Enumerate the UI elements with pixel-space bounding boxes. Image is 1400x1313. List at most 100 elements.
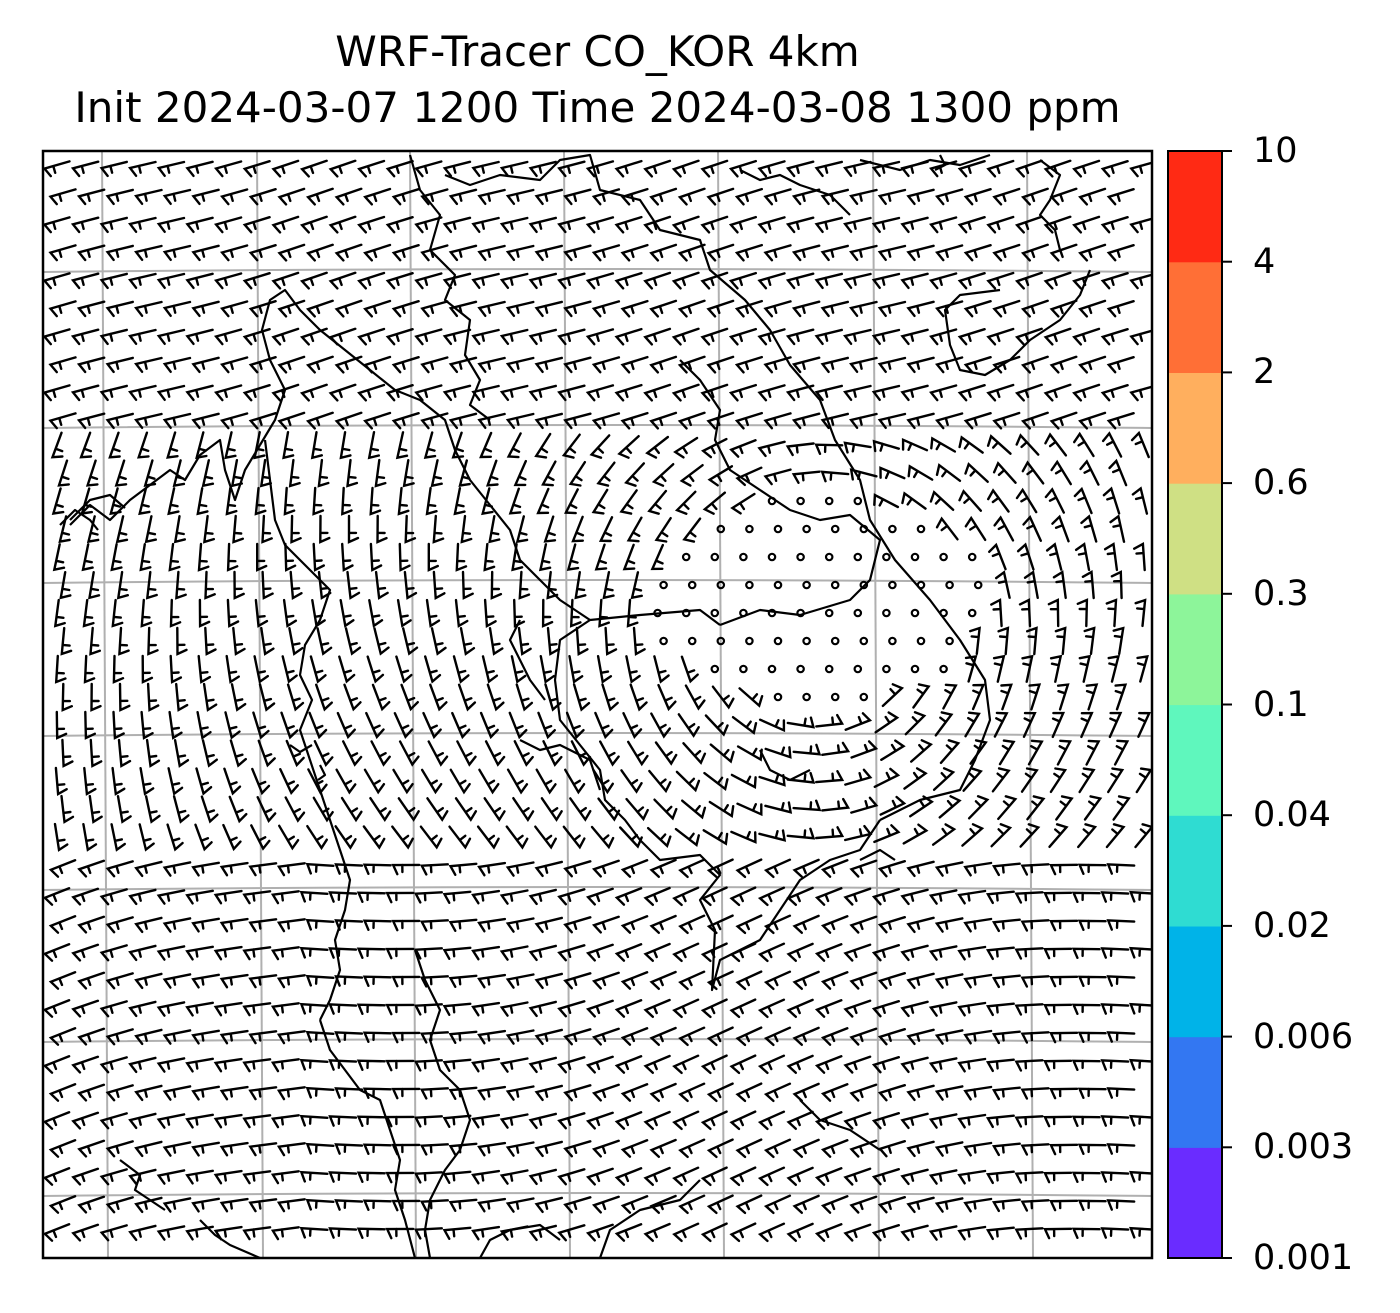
wind-barb [319,514,331,544]
wind-barb [1073,486,1093,515]
wind-barb [363,355,392,374]
wind-barb [1015,487,1038,514]
wind-barb [313,740,334,767]
wind-barb [369,486,382,516]
wind-barb [958,435,984,454]
wind-barb [1077,1087,1107,1099]
wind-barb [242,160,271,178]
wind-barb [43,943,71,962]
wind-barb [1043,271,1072,290]
wind-barb [820,300,849,318]
wind-barb [385,1171,415,1184]
wind-barb [1020,243,1049,262]
wind-barb [1072,383,1101,402]
calm-wind-marker [916,636,926,646]
wind-barb [814,384,843,402]
wind-barb [1077,975,1107,987]
wind-barb [76,188,106,206]
wind-barb [934,917,964,933]
wind-barb [585,1223,614,1242]
wind-barb [248,300,277,318]
wind-barb [757,328,786,346]
calm-wind-marker [796,664,805,674]
wind-barb [242,1114,272,1129]
wind-barb [82,823,98,852]
wind-barb [191,244,220,262]
wind-barb [786,771,816,784]
wind-barb [729,998,757,1019]
wind-barb [1137,711,1152,738]
wind-barb [541,460,557,487]
wind-barb [544,683,562,712]
wind-barb [191,1141,220,1157]
wind-barb [757,998,786,1019]
colorbar-segment [1168,372,1222,484]
wind-barb [935,412,964,430]
wind-barb [1100,216,1129,234]
wind-barb [820,470,850,483]
wind-barb [935,463,962,482]
wind-barb [373,627,390,656]
wind-barb [849,971,878,990]
wind-barb [334,1143,364,1155]
wind-barb [341,542,354,572]
wind-barb [700,159,729,178]
wind-barb [357,271,386,290]
wind-barb [419,1031,449,1044]
wind-barb [334,1031,364,1043]
wind-barb [488,515,501,544]
wind-barb [873,824,901,844]
parallel-line [43,1038,1152,1043]
wind-barb [505,356,535,373]
wind-barb [242,946,272,961]
wind-barb [536,487,550,515]
wind-barb [191,300,220,318]
wind-barb [596,461,616,487]
wind-barb [1106,1031,1136,1043]
parallel-line [43,268,1152,273]
wind-barb [997,795,1018,821]
wind-barb [986,327,1015,346]
wind-barb [528,216,557,234]
calm-wind-marker [882,552,891,562]
wind-barb [820,971,849,990]
wind-barb [230,459,243,488]
wind-barb [906,972,935,990]
wind-barb [929,328,958,346]
wind-barb [451,711,471,740]
calm-wind-marker [745,636,754,646]
wind-barb [563,356,592,374]
wind-barb [413,1171,443,1184]
wind-barb [620,1139,649,1158]
wind-barb [71,999,100,1018]
wind-barb [277,355,306,374]
wind-barb [419,919,449,932]
wind-barb [575,626,589,656]
wind-barb [843,1111,872,1130]
wind-barb [563,188,592,206]
wind-barb [957,1225,987,1241]
wind-barb [1056,683,1070,711]
wind-barb [156,1169,186,1185]
wind-barb [534,972,563,990]
wind-barb [341,486,353,516]
wind-barb [391,300,420,318]
wind-barb [213,328,243,346]
wind-barb [339,431,352,460]
wind-barb [967,795,990,820]
wind-barb [276,1086,306,1101]
wind-barb [534,412,563,430]
wind-barb [620,971,649,990]
wind-barb [585,1111,614,1130]
wind-barb [651,463,675,487]
wind-barb [1129,1170,1152,1183]
wind-barb [505,1141,535,1157]
wind-barb [734,243,763,262]
wind-barb [1129,217,1152,234]
wind-barb [242,328,271,346]
wind-barb [356,1003,386,1015]
wind-barb [195,431,208,460]
colorbar-tick-label: 2 [1253,352,1276,393]
wind-barb [458,459,471,487]
wind-barb [678,1026,706,1047]
